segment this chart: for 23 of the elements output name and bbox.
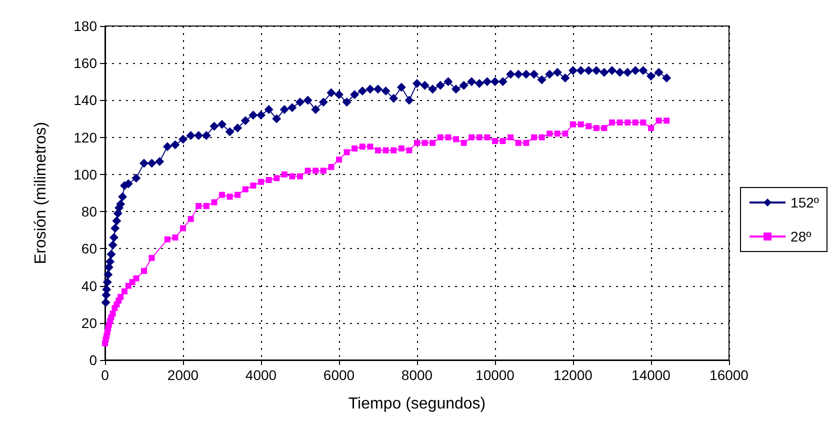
legend-label: 28º	[790, 228, 812, 244]
x-axis-title: Tiempo (segundos)	[348, 396, 486, 412]
x-tick-label: 12000	[554, 367, 593, 383]
y-tick-label: 160	[74, 55, 98, 72]
y-tick-label: 100	[74, 166, 98, 182]
y-axis-title: Erosión (milimetros)	[32, 122, 50, 264]
x-tick-label: 10000	[476, 367, 515, 383]
x-tick-label: 6000	[323, 367, 355, 383]
x-tick-label: 16000	[710, 367, 749, 383]
y-tick-label: 120	[74, 129, 98, 146]
legend-label: 152º	[790, 194, 820, 210]
x-tick-label: 8000	[401, 367, 433, 383]
y-tick-label: 40	[81, 278, 98, 294]
y-tick-label: 60	[81, 240, 98, 257]
y-tick-label: 180	[74, 18, 98, 34]
x-tick-label: 4000	[245, 367, 277, 383]
y-tick-label: 140	[74, 92, 98, 108]
y-tick-label: 80	[81, 204, 98, 220]
x-tick-label: 14000	[632, 367, 671, 383]
y-tick-label: 0	[89, 352, 98, 368]
x-tick-label: 2000	[167, 367, 199, 383]
x-tick-label: 0	[101, 367, 110, 383]
y-tick-label: 20	[81, 314, 98, 331]
